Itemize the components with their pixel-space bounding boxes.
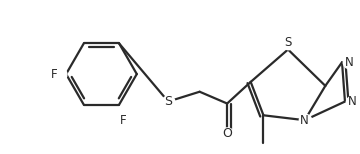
Text: F: F bbox=[51, 68, 57, 81]
Text: O: O bbox=[222, 128, 232, 140]
Text: N: N bbox=[300, 114, 309, 127]
Text: F: F bbox=[120, 113, 126, 126]
Text: S: S bbox=[164, 95, 172, 108]
Text: S: S bbox=[284, 36, 292, 49]
Text: F: F bbox=[120, 106, 126, 119]
Text: N: N bbox=[347, 95, 356, 108]
Text: N: N bbox=[345, 56, 353, 69]
Text: F: F bbox=[55, 68, 62, 81]
